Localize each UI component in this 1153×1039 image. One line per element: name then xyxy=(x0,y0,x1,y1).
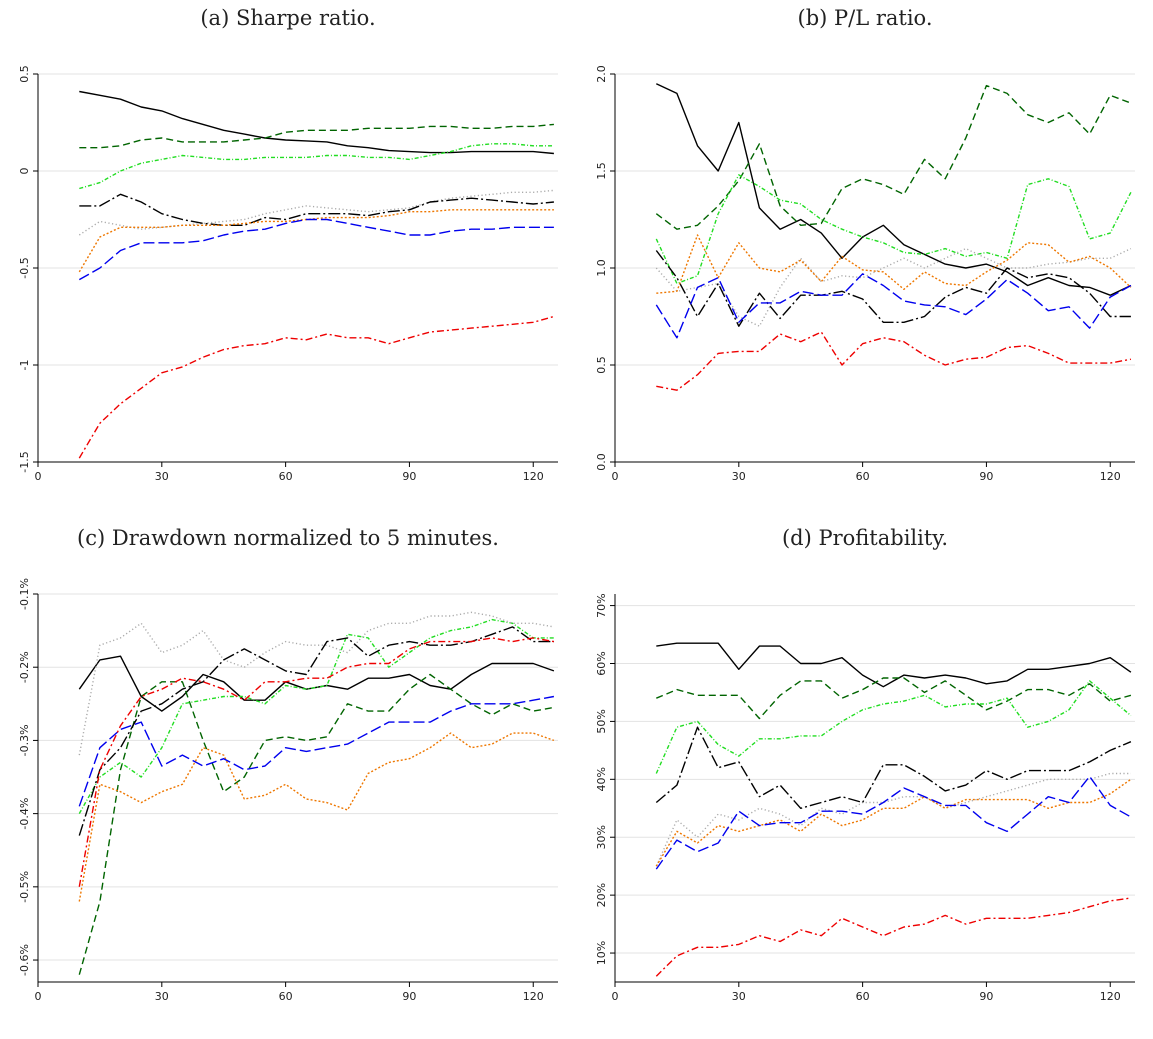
x-tick-label: 90 xyxy=(402,470,416,483)
x-tick-label: 60 xyxy=(279,990,293,1003)
panel-pl-ratio: (b) P/L ratio. 0.0 0.5 1.0 1.5 2.0 0 30 60 90 120 xyxy=(577,0,1153,519)
x-tick-label: 90 xyxy=(402,990,416,1003)
series-line-3 xyxy=(78,618,554,814)
x-tick-label: 0 xyxy=(35,990,42,1003)
series-line-4 xyxy=(78,189,554,236)
y-tick-label: 1.5 xyxy=(595,162,608,180)
y-tick-label: -1.5 xyxy=(18,451,31,472)
y-tick-label: -0.4% xyxy=(18,798,31,830)
x-tick-label: 120 xyxy=(523,470,544,483)
series-line-3 xyxy=(79,143,554,190)
series-line-6 xyxy=(655,778,1132,867)
y-tick-label: 1.0 xyxy=(595,259,608,277)
series-line-5 xyxy=(79,193,554,226)
y-tick-label: -0.5 xyxy=(18,257,31,278)
series-line-6 xyxy=(78,732,555,902)
series-line-2 xyxy=(78,673,555,975)
series-line-7 xyxy=(78,695,555,807)
series-line-5 xyxy=(78,626,554,836)
panel-drawdown: (c) Drawdown normalized to 5 minutes. -0… xyxy=(0,520,576,1039)
x-tick-label: 0 xyxy=(612,470,619,483)
series-line-1 xyxy=(78,655,555,712)
x-tick-label: 90 xyxy=(979,470,993,483)
series-line-8 xyxy=(78,637,555,887)
y-tick-label: 10% xyxy=(595,941,608,965)
y-tick-label: -0.1% xyxy=(18,578,31,610)
series-line-3 xyxy=(655,680,1132,774)
series-line-4 xyxy=(78,611,555,756)
y-tick-label: -0.5% xyxy=(18,871,31,903)
series-line-2 xyxy=(656,677,1132,720)
x-tick-label: 120 xyxy=(523,990,544,1003)
x-tick-label: 0 xyxy=(35,470,42,483)
series-line-1 xyxy=(656,83,1132,296)
y-tick-label: 30% xyxy=(595,825,608,849)
series-line-8 xyxy=(655,897,1131,977)
series-line-5 xyxy=(655,250,1131,327)
y-tick-label: 0.5 xyxy=(18,65,31,83)
series-line-7 xyxy=(78,218,554,281)
series-line-8 xyxy=(78,315,555,459)
series-line-4 xyxy=(655,772,1131,867)
series-line-1 xyxy=(656,642,1132,688)
y-tick-label: -0.6% xyxy=(18,944,31,976)
y-tick-label: 60% xyxy=(595,651,608,675)
series-line-5 xyxy=(655,726,1132,809)
series-line-6 xyxy=(656,234,1132,294)
y-tick-label: 2.0 xyxy=(595,65,608,83)
chart-profitability: 10% 20% 30% 40% 50% 60% 70% 0 30 60 90 120 xyxy=(595,593,1135,1003)
x-tick-label: 60 xyxy=(279,470,293,483)
series-line-8 xyxy=(656,331,1132,391)
x-tick-label: 30 xyxy=(732,470,746,483)
series-line-2 xyxy=(655,84,1132,230)
series-line-3 xyxy=(655,174,1132,285)
panel-sharpe-ratio: (a) Sharpe ratio. -1.5 -1 -0.5 0 0.5 0 30 60 90 1… xyxy=(0,0,576,519)
y-tick-label: 0 xyxy=(18,168,31,175)
y-tick-label: -0.2% xyxy=(18,651,31,683)
x-tick-label: 120 xyxy=(1100,470,1121,483)
chart-title: (c) Drawdown normalized to 5 minutes. xyxy=(77,526,499,550)
series-line-2 xyxy=(79,123,554,149)
y-tick-label: 20% xyxy=(595,883,608,907)
x-tick-label: 30 xyxy=(155,990,169,1003)
chart-drawdown: -0.6% -0.5% -0.4% -0.3% -0.2% -0.1% 0 30 60 90 120 xyxy=(18,578,558,1003)
x-tick-label: 0 xyxy=(612,990,619,1003)
y-tick-label: -0.3% xyxy=(18,724,31,756)
series-line-7 xyxy=(655,273,1132,339)
x-tick-label: 90 xyxy=(979,990,993,1003)
chart-title: (d) Profitability. xyxy=(781,526,949,550)
chart-pl-ratio: 0.0 0.5 1.0 1.5 2.0 0 30 60 90 120 xyxy=(595,65,1135,483)
y-tick-label: 50% xyxy=(595,709,608,733)
y-tick-label: -1 xyxy=(18,360,31,371)
chart-sharpe-ratio: -1.5 -1 -0.5 0 0.5 0 30 60 90 120 xyxy=(18,65,558,483)
x-tick-label: 60 xyxy=(856,990,870,1003)
series-line-1 xyxy=(79,90,554,155)
y-tick-label: 0.0 xyxy=(595,453,608,471)
series-line-6 xyxy=(78,209,554,273)
chart-title: (a) Sharpe ratio. xyxy=(200,6,376,30)
chart-title: (b) P/L ratio. xyxy=(797,6,933,30)
x-tick-label: 30 xyxy=(732,990,746,1003)
y-tick-label: 0.5 xyxy=(595,356,608,374)
y-tick-label: 70% xyxy=(595,593,608,617)
panel-profitability: (d) Profitability. 10% 20% 30% 40% 50% 60% 70%… xyxy=(577,520,1153,1039)
series-line-7 xyxy=(655,775,1132,870)
x-tick-label: 120 xyxy=(1100,990,1121,1003)
y-tick-label: 40% xyxy=(595,767,608,791)
x-tick-label: 30 xyxy=(155,470,169,483)
x-tick-label: 60 xyxy=(856,470,870,483)
series-line-4 xyxy=(655,247,1132,327)
